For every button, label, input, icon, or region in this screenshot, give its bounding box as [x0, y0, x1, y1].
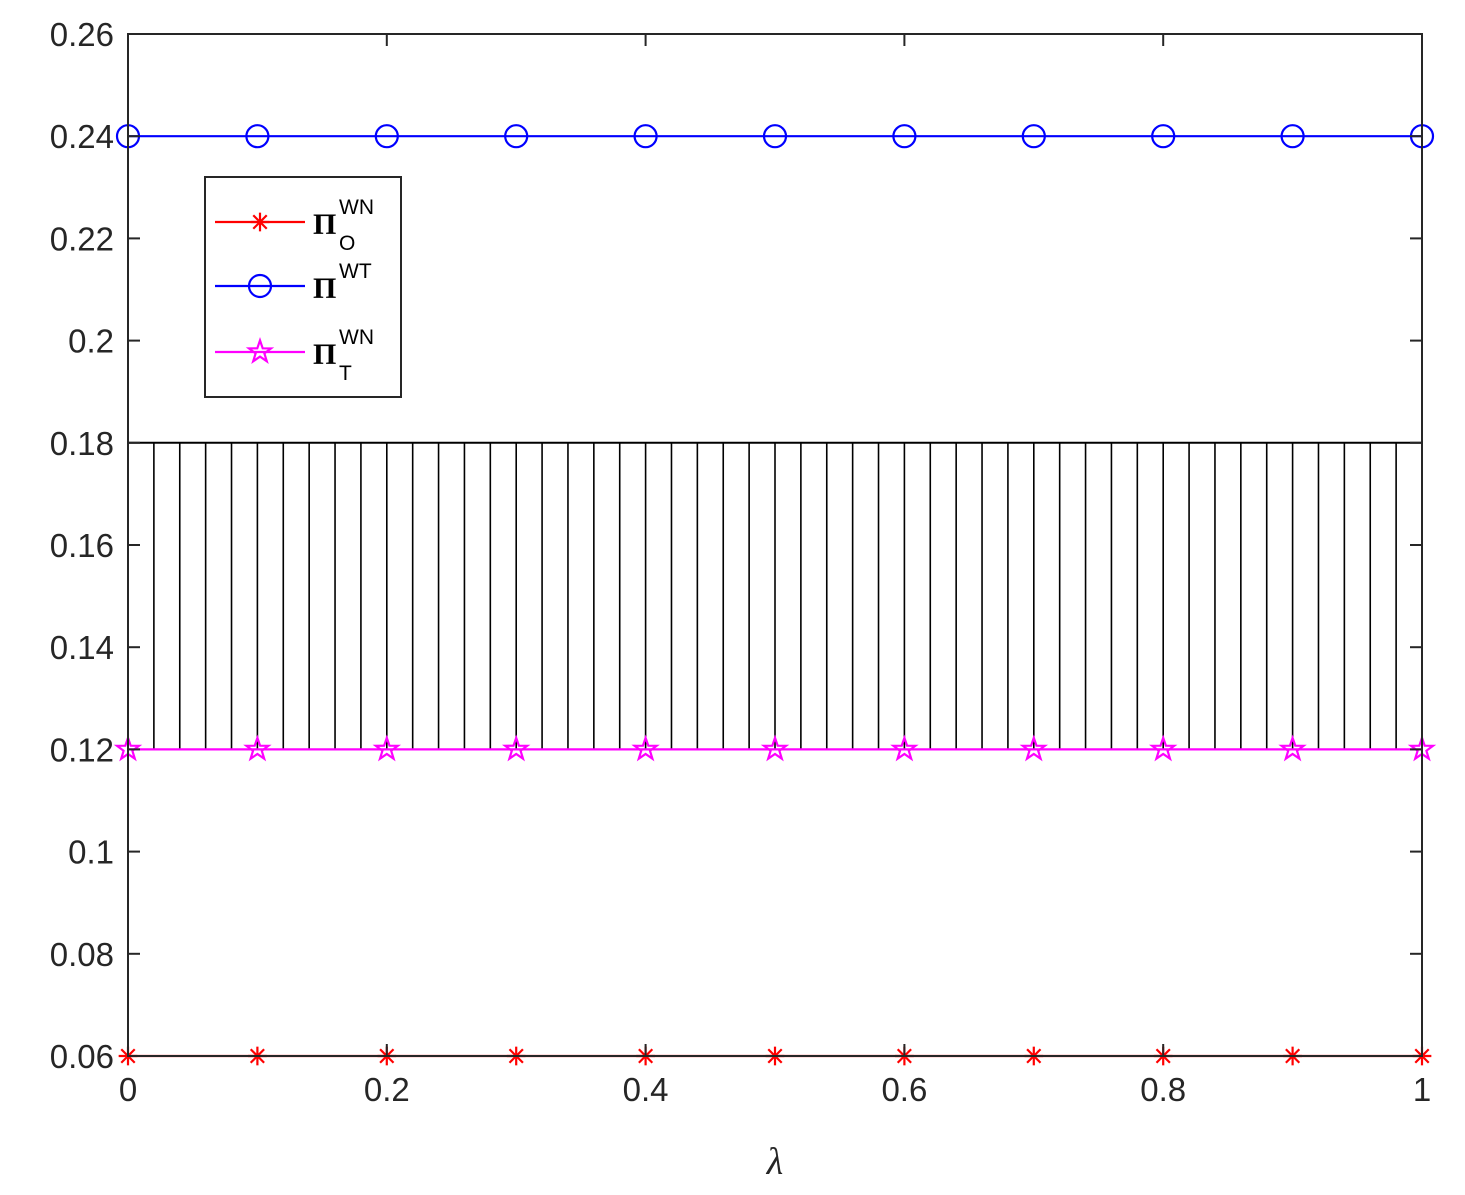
legend-symbol: Π — [313, 208, 336, 241]
asterisk-stroke — [252, 214, 268, 230]
data-point — [374, 124, 399, 149]
x-tick-label: 1 — [1413, 1071, 1431, 1108]
legend-symbol: Π — [313, 338, 336, 371]
data-point — [243, 734, 272, 762]
data-point — [1278, 734, 1307, 762]
data-point — [1021, 124, 1046, 149]
x-tick-label: 0.6 — [881, 1071, 927, 1108]
data-point — [1280, 124, 1305, 149]
x-tick-label: 0 — [119, 1071, 137, 1108]
data-point — [890, 734, 919, 762]
data-point — [250, 212, 270, 232]
y-tick-label: 0.24 — [50, 118, 114, 155]
data-point — [1151, 124, 1176, 149]
y-tick-label: 0.14 — [50, 629, 114, 666]
y-tick-label: 0.22 — [50, 220, 114, 257]
data-point — [631, 734, 660, 762]
data-point — [892, 124, 917, 149]
legend-superscript: WT — [339, 260, 372, 283]
legend-symbol: Π — [313, 272, 336, 305]
series-2 — [115, 124, 1435, 149]
y-tick-label: 0.16 — [50, 527, 114, 564]
series-3 — [113, 734, 1437, 762]
x-tick-label: 0.8 — [1140, 1071, 1186, 1108]
legend-superscript: WN — [339, 196, 374, 219]
y-tick-label: 0.18 — [50, 425, 114, 462]
x-tick-label: 0.2 — [364, 1071, 410, 1108]
axis-ticks: 0 0.2 0.4 0.6 0.8 1 0.06 0.08 0.1 0.12 0.14 0.16 0.1… — [50, 16, 1431, 1108]
y-tick-label: 0.2 — [68, 323, 114, 360]
legend-superscript: WN — [339, 326, 374, 349]
legend-item-3: ΠWN T — [215, 326, 374, 385]
data-point — [762, 124, 788, 149]
data-point — [247, 273, 273, 299]
data-point — [245, 124, 270, 149]
y-tick-label: 0.26 — [50, 16, 114, 53]
data-point — [1019, 734, 1049, 762]
legend-item-1: ΠWN O — [215, 196, 374, 255]
y-tick-label: 0.12 — [50, 731, 114, 768]
data-point — [504, 124, 529, 149]
legend-subscript: T — [339, 362, 352, 385]
data-point — [760, 734, 790, 762]
y-tick-label: 0.08 — [50, 936, 114, 973]
data-point — [633, 124, 658, 149]
x-axis-label: λ — [766, 1141, 783, 1183]
x-tick-label: 0.4 — [623, 1071, 669, 1108]
data-point — [372, 734, 402, 762]
legend-subscript: O — [339, 232, 355, 255]
data-point — [501, 734, 531, 762]
data-point — [1148, 734, 1178, 762]
y-tick-label: 0.06 — [50, 1038, 114, 1075]
y-tick-label: 0.1 — [68, 834, 114, 871]
shaded-region — [127, 441, 1423, 750]
legend-item-2: ΠWT — [215, 260, 372, 305]
data-point — [245, 336, 275, 364]
